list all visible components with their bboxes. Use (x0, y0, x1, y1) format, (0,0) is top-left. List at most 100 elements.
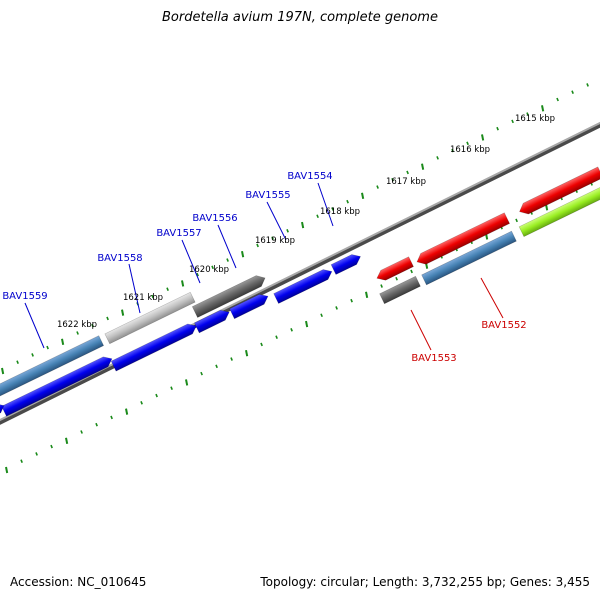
gene-bav1559-part-steel-shape (0, 335, 105, 401)
outer-tick (421, 163, 425, 170)
inner-tick (170, 386, 173, 391)
outer-tick (46, 345, 49, 350)
gene-green-right-shape (518, 186, 600, 238)
outer-tick (406, 170, 409, 175)
gene-features (0, 166, 600, 420)
tick-label-1618: 1618 kbp (320, 207, 360, 217)
outer-tick (331, 207, 334, 211)
inner-tick (290, 328, 293, 332)
inner-tick (200, 371, 203, 376)
outer-tick (496, 126, 499, 131)
outer-tick (121, 309, 125, 316)
gene-bav1558-gray-shape (191, 275, 266, 318)
leader-bav1557 (181, 239, 201, 284)
outer-tick (166, 287, 169, 292)
outer-tick (571, 90, 574, 94)
gene-label-bav1558: BAV1558 (97, 253, 142, 264)
outer-tick (241, 251, 245, 258)
outer-tick (1, 367, 5, 375)
outer-tick (91, 323, 94, 328)
gene-label-bav1554: BAV1554 (287, 171, 332, 182)
gene-bav1559-part-light (104, 291, 196, 345)
backbone-line (0, 122, 600, 425)
gene-bav1552-red (416, 212, 510, 265)
gene-bav1556-blue-a (194, 309, 230, 334)
gene-bav1558-blue (1, 356, 113, 417)
inner-tick (380, 284, 383, 288)
tick-marks (1, 83, 593, 474)
gene-label-bav1556: BAV1556 (192, 213, 237, 224)
inner-tick (140, 401, 143, 405)
tick-label-1620: 1620 kbp (189, 265, 229, 275)
leader-bav1553 (410, 309, 432, 351)
outer-tick (511, 119, 514, 124)
gene-bav1555-blue-shape (273, 269, 333, 304)
gene-bav1553-gray-shape (379, 275, 421, 305)
gene-bav1552-steel (421, 230, 517, 286)
inner-tick (350, 298, 353, 303)
outer-tick (106, 316, 109, 321)
gene-bav1554-blue (330, 254, 361, 275)
inner-tick (185, 379, 189, 386)
inner-tick (410, 269, 413, 274)
tick-label-1621: 1621 kbp (123, 293, 163, 303)
outer-tick (436, 156, 439, 160)
outer-tick (211, 265, 214, 270)
inner-tick (65, 437, 69, 445)
gene-edge-blue (0, 403, 5, 420)
inner-tick (95, 422, 98, 427)
tick-label-1622: 1622 kbp (57, 320, 97, 330)
tick-label-1619: 1619 kbp (255, 236, 295, 246)
outer-tick (31, 353, 34, 357)
inner-tick (5, 466, 9, 474)
outer-tick (301, 221, 305, 229)
outer-tick (526, 112, 529, 116)
outer-tick (226, 258, 229, 262)
inner-tick (260, 342, 263, 347)
outer-tick (16, 360, 19, 364)
gene-label-bav1553: BAV1553 (411, 353, 456, 364)
inner-tick (335, 306, 338, 310)
inner-tick (125, 408, 129, 415)
gene-bav1553-gray (379, 275, 421, 305)
outer-tick (181, 280, 185, 287)
leader-bav1558 (128, 263, 141, 314)
inner-tick (395, 276, 398, 281)
gene-label-bav1557: BAV1557 (156, 228, 201, 239)
inner-tick (245, 350, 249, 357)
outer-tick (541, 105, 545, 112)
tick-label-1616: 1616 kbp (450, 145, 490, 155)
backbone (0, 121, 600, 425)
outer-tick (451, 148, 454, 153)
inner-tick (515, 218, 518, 223)
inner-tick (35, 452, 38, 456)
gene-red-small (376, 256, 414, 281)
gene-label-bav1555: BAV1555 (245, 190, 290, 201)
outer-tick (196, 272, 199, 277)
inner-tick (80, 430, 83, 434)
gene-red-small-shape (376, 256, 414, 281)
inner-tick (155, 393, 158, 398)
gene-red-right (519, 166, 600, 215)
outer-tick (586, 83, 589, 87)
leader-bav1554 (317, 182, 334, 227)
gene-red-right-shape (519, 166, 600, 215)
inner-tick (215, 364, 218, 369)
accession-text: Accession: NC_010645 (10, 575, 147, 589)
gene-bav1558-gray (191, 275, 266, 318)
outer-tick (481, 134, 485, 141)
gene-bav1558-blue-shape (1, 356, 113, 417)
outer-tick (256, 243, 259, 248)
gene-bav1556-blue-a-shape (194, 309, 230, 334)
inner-tick (20, 459, 23, 463)
outer-tick (271, 236, 274, 240)
gene-bav1552-red-shape (416, 212, 510, 265)
gene-bav1559-part-steel (0, 335, 105, 401)
outer-tick (151, 294, 154, 299)
tick-label-1615: 1615 kbp (515, 114, 555, 124)
gene-bav1556-blue-b-shape (229, 294, 269, 320)
map-title: Bordetella avium 197N, complete genome (162, 10, 438, 25)
gene-bav1556-blue-b (229, 294, 269, 320)
inner-tick (305, 320, 309, 328)
